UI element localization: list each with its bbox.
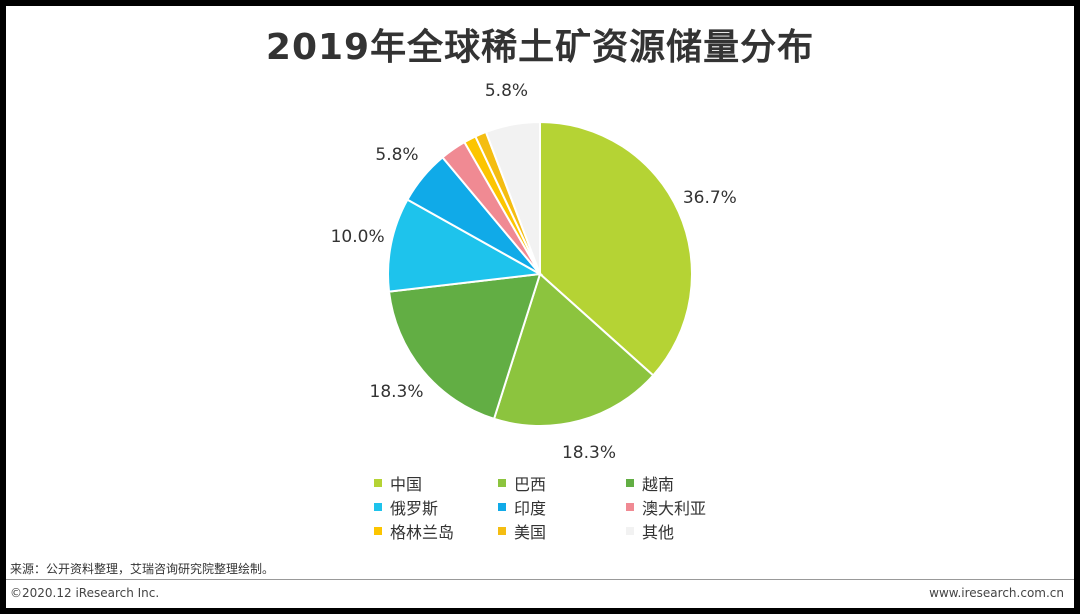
legend-label: 越南 [642,474,675,494]
legend-item: 其他 [626,520,726,542]
legend-label: 中国 [390,474,423,494]
pie-slice-1 [539,120,693,377]
data-label: 18.3% [561,443,616,464]
data-label: 5.8% [484,81,529,102]
data-label: 18.3% [369,382,424,403]
legend-label: 澳大利亚 [642,498,707,518]
website-text: www.iresearch.com.cn [929,586,1064,600]
legend-item: 印度 [498,496,626,518]
pie-slice-3 [387,272,542,421]
legend-swatch [626,526,634,535]
legend-swatch [626,478,634,487]
legend-item: 俄罗斯 [374,496,498,518]
legend-label: 格林兰岛 [390,522,455,542]
legend-item: 越南 [626,472,726,494]
legend-swatch [498,526,506,535]
legend: 中国 巴西 越南俄罗斯 印度 澳大利亚格林兰岛 美国 其他 [374,472,714,542]
legend-swatch [374,526,382,535]
chart-frame: 2019年全球稀土矿资源储量分布 36.7% 18.3% 18.3% 10.0% 5.8… [6,6,1074,608]
legend-label: 其他 [642,522,675,542]
legend-item: 澳大利亚 [626,496,726,518]
pie-slice-4 [387,198,544,293]
legend-label: 俄罗斯 [390,498,439,518]
pie-chart [387,120,693,427]
legend-swatch [498,502,506,511]
pie-slice-9 [484,120,541,275]
legend-label: 巴西 [514,474,547,494]
chart-title: 2019年全球稀土矿资源储量分布 [265,27,815,68]
data-label: 5.8% [375,145,419,166]
divider [6,579,1074,580]
legend-swatch [374,478,382,487]
legend-item: 格林兰岛 [374,520,498,542]
legend-swatch [498,478,506,487]
data-label: 36.7% [682,188,737,209]
legend-item: 中国 [374,472,498,494]
source-note: 来源：公开资料整理，艾瑞咨询研究院整理绘制。 [10,562,275,576]
copyright-text: ©2020.12 iResearch Inc. [10,586,160,600]
legend-label: 印度 [514,498,547,518]
legend-item: 巴西 [498,472,626,494]
pie-slice-2 [492,272,655,427]
legend-swatch [626,502,634,511]
data-label: 10.0% [330,227,385,248]
legend-label: 美国 [514,522,547,542]
legend-swatch [374,502,382,511]
legend-item: 美国 [498,520,626,542]
